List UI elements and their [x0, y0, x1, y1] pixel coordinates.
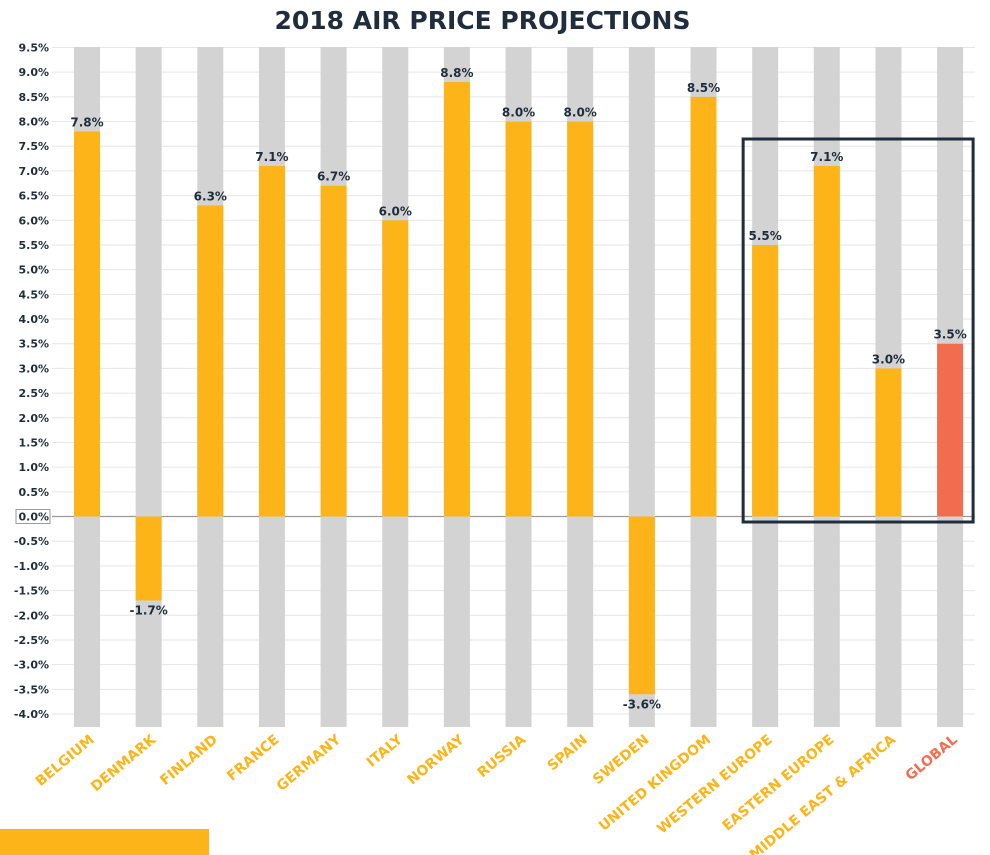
category-label: FINLAND [157, 732, 221, 789]
y-tick-label: 2.5% [18, 387, 49, 400]
y-tick-label: 5.0% [18, 264, 49, 277]
bar-germany [320, 185, 347, 517]
bar-middle-east-africa [875, 368, 902, 517]
y-tick-label: 9.0% [18, 66, 49, 79]
bar-finland [197, 205, 224, 517]
bar-eastern-europe [813, 165, 840, 517]
data-label: 7.8% [70, 115, 103, 129]
bar-united-kingdom [690, 96, 717, 517]
y-tick-label: -1.5% [14, 585, 49, 598]
data-label: 6.3% [194, 189, 227, 203]
bar-global [937, 343, 964, 517]
category-label: GERMANY [274, 731, 345, 794]
y-tick-label: -1.0% [14, 560, 49, 573]
y-tick-label: 1.0% [18, 461, 49, 474]
bar-western-europe [752, 244, 779, 517]
highlight-box-outline [741, 137, 975, 524]
data-label: 6.0% [379, 204, 412, 218]
y-tick-label: 1.5% [18, 436, 49, 449]
y-tick-label: 7.0% [18, 165, 49, 178]
category-label: FRANCE [224, 732, 282, 785]
y-tick-label: 0.5% [18, 486, 49, 499]
data-labels: 7.8% -1.7% 6.3% 7.1% 6.7% 6.0% 8.8% 8.0% 8.0% -3.… [70, 66, 966, 711]
data-label: 8.0% [564, 106, 597, 120]
category-label: EASTERN EUROPE [720, 732, 838, 835]
bar-russia [505, 121, 532, 517]
category-label: SPAIN [545, 732, 591, 774]
category-label: NORWAY [404, 731, 468, 788]
category-label: SWEDEN [590, 732, 652, 788]
y-tick-label: 8.0% [18, 116, 49, 129]
y-tick-label: 4.5% [18, 288, 49, 301]
y-tick-label: -2.0% [14, 609, 49, 622]
y-tick-label: -3.0% [14, 659, 49, 672]
bar-italy [382, 220, 409, 517]
bar-france [258, 165, 285, 517]
category-label: BELGIUM [33, 732, 98, 790]
regional-highlight-box [741, 137, 975, 524]
y-tick-label: 6.0% [18, 214, 49, 227]
category-label: UNITED KINGDOM [596, 732, 714, 835]
y-tick-label: 9.5% [18, 42, 49, 55]
data-label: 3.5% [933, 328, 966, 342]
bar-norway [443, 82, 470, 517]
zero-tick-box [15, 509, 51, 525]
data-label: 5.5% [749, 229, 782, 243]
data-label: 6.7% [317, 170, 350, 184]
y-axis: 9.5% 9.0% 8.5% 8.0% 7.5% 7.0% 6.5% 6.0% 5.5% 5.0%… [14, 42, 51, 721]
y-tick-label: 5.5% [18, 239, 49, 252]
bar-spain [567, 121, 594, 517]
y-tick-label: 3.0% [18, 362, 49, 375]
category-label: ITALY [364, 731, 407, 770]
bar-track [135, 47, 162, 727]
y-tick-label: 0.0% [18, 511, 49, 524]
category-label: WESTERN EUROPE [654, 732, 775, 837]
data-label: 8.8% [440, 66, 473, 80]
y-tick-label: 4.0% [18, 313, 49, 326]
bar-belgium [74, 131, 100, 517]
y-tick-label: -0.5% [14, 535, 49, 548]
data-label: 3.0% [872, 352, 905, 366]
data-label: -1.7% [130, 603, 168, 617]
data-label: 8.0% [502, 106, 535, 120]
category-label: RUSSIA [475, 732, 530, 781]
data-label: -3.6% [623, 697, 661, 711]
category-label: GLOBAL [903, 732, 961, 784]
bars [74, 82, 964, 695]
y-tick-label: 2.0% [18, 412, 49, 425]
y-tick-label: -4.0% [14, 708, 49, 721]
category-label: DENMARK [88, 731, 160, 795]
y-tick-label: 8.5% [18, 91, 49, 104]
data-label: 8.5% [687, 81, 720, 95]
y-tick-label: 3.5% [18, 338, 49, 351]
y-tick-label: 7.5% [18, 140, 49, 153]
data-label: 7.1% [255, 150, 288, 164]
y-tick-label: -3.5% [14, 683, 49, 696]
y-tick-label: 6.5% [18, 190, 49, 203]
footer-accent-bar [0, 829, 209, 855]
bar-sweden [628, 516, 655, 695]
y-tick-label: -2.5% [14, 634, 49, 647]
chart-title: 2018 AIR PRICE PROJECTIONS [274, 6, 691, 35]
bar-denmark [135, 516, 162, 601]
data-label: 7.1% [810, 150, 843, 164]
